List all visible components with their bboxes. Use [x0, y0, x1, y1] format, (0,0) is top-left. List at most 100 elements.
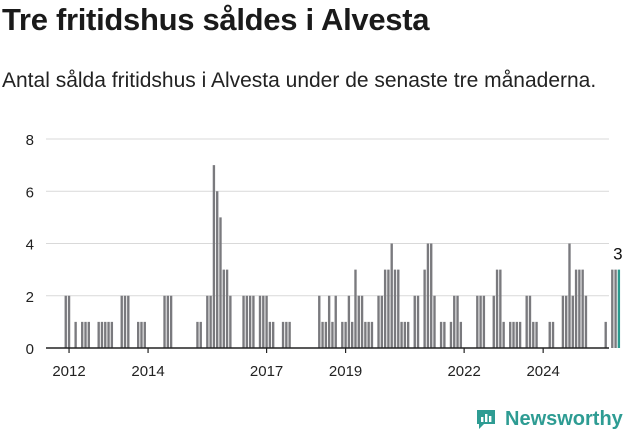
bar — [219, 217, 222, 348]
y-tick-label: 0 — [26, 341, 34, 358]
bar — [143, 321, 146, 348]
bar — [81, 321, 84, 348]
bar — [495, 269, 499, 348]
grid-lines — [46, 138, 609, 297]
bar — [97, 321, 100, 348]
bar — [67, 295, 71, 348]
highlight-value-label: 3 — [613, 245, 622, 264]
bar — [206, 295, 209, 348]
bar — [268, 321, 272, 348]
bar — [400, 321, 403, 348]
bar-highlight — [617, 269, 621, 348]
bar — [393, 269, 397, 348]
bar — [104, 321, 107, 348]
bar — [528, 295, 532, 348]
bar — [245, 295, 249, 348]
bar — [515, 321, 518, 348]
bar — [518, 321, 522, 348]
bar — [196, 321, 199, 348]
bar — [423, 269, 426, 348]
bar — [532, 321, 535, 348]
x-tick-label: 2024 — [526, 363, 559, 380]
chart-title: Tre fritidshus såldes i Alvesta — [2, 2, 430, 37]
bar — [344, 321, 347, 348]
bar — [512, 321, 515, 348]
bar — [406, 321, 410, 348]
bar — [107, 321, 110, 348]
bar — [443, 321, 446, 348]
bar — [377, 295, 380, 348]
bar — [584, 295, 588, 348]
bar — [459, 321, 463, 348]
bar — [387, 269, 390, 348]
bar — [163, 295, 166, 348]
x-tick-label: 2019 — [329, 363, 362, 380]
y-tick-label: 2 — [26, 289, 34, 306]
x-tick-label: 2022 — [447, 363, 480, 380]
bar — [453, 295, 456, 348]
bar — [327, 295, 331, 348]
bar — [551, 321, 555, 348]
bar — [334, 295, 337, 348]
bar — [364, 321, 367, 348]
axes — [46, 347, 609, 353]
bar — [318, 295, 321, 348]
bar — [604, 321, 607, 348]
bar — [565, 295, 568, 348]
newsworthy-logo[interactable]: Newsworthy — [474, 407, 623, 431]
bar — [492, 295, 495, 348]
bar — [561, 295, 565, 348]
bar — [140, 321, 143, 348]
bar — [574, 269, 578, 348]
x-tick-label: 2017 — [250, 363, 283, 380]
bar — [578, 269, 581, 348]
bar — [258, 295, 262, 348]
x-tick-label: 2014 — [131, 363, 164, 380]
bars — [64, 165, 621, 348]
x-tick-label: 2012 — [52, 363, 85, 380]
bar — [611, 269, 614, 348]
newsworthy-chart-icon — [477, 410, 495, 429]
y-tick-label: 6 — [26, 184, 34, 201]
bar — [127, 295, 130, 348]
bar — [397, 269, 400, 348]
bar — [347, 295, 351, 348]
bar — [100, 321, 104, 348]
bar — [354, 269, 357, 348]
bar — [502, 321, 505, 348]
bar — [248, 295, 252, 348]
bar — [341, 321, 344, 348]
bar — [571, 295, 574, 348]
bar — [222, 269, 225, 348]
bar — [449, 321, 453, 348]
bar — [416, 295, 420, 348]
chart-subtitle: Antal sålda fritidshus i Alvesta under d… — [2, 69, 597, 92]
bar — [110, 321, 114, 348]
bar — [262, 295, 265, 348]
bar — [383, 269, 387, 348]
bar — [581, 269, 584, 348]
bar — [439, 321, 443, 348]
bar — [288, 321, 291, 348]
bar — [535, 321, 538, 348]
bar — [285, 321, 288, 348]
bar — [430, 243, 433, 348]
bar — [433, 295, 436, 348]
bar — [242, 295, 245, 348]
bar — [212, 165, 216, 348]
bar — [476, 295, 479, 348]
bar — [281, 321, 285, 348]
bar — [271, 321, 275, 348]
labels: 0 2 4 6 8 3 2012 2014 2017 2019 2022 2024 — [26, 132, 623, 380]
y-tick-label: 4 — [26, 237, 34, 254]
bar — [331, 321, 334, 348]
bar — [413, 295, 416, 348]
bar — [360, 295, 364, 348]
bar — [548, 321, 551, 348]
bar — [64, 295, 67, 348]
bar — [509, 321, 512, 348]
bar — [265, 295, 268, 348]
bar — [252, 295, 255, 348]
bar — [614, 269, 617, 348]
